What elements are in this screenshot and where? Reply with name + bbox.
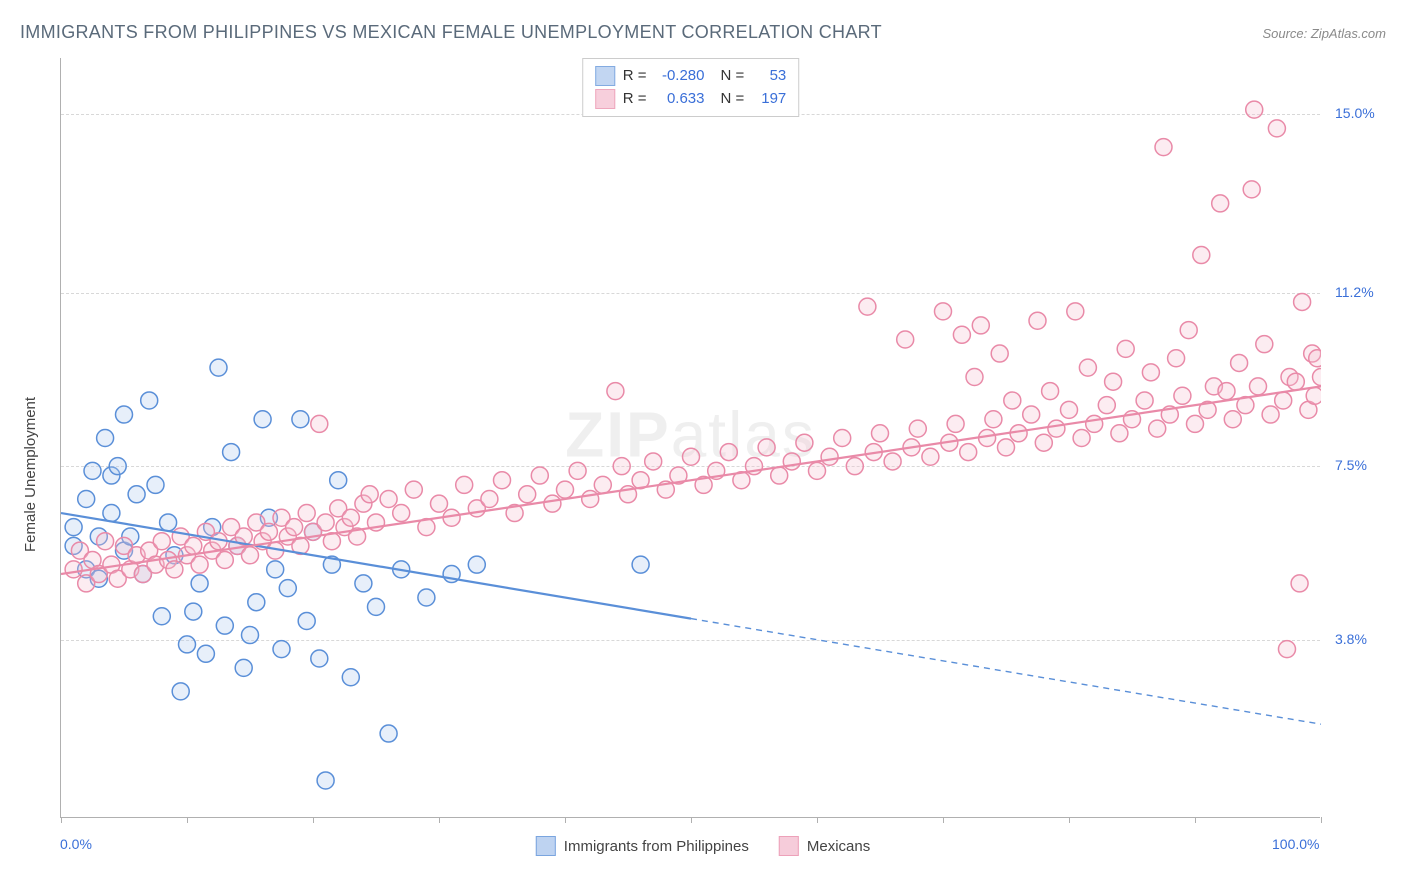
regression-line-extrapolated bbox=[691, 619, 1321, 725]
legend-row: R = -0.280 N = 53 bbox=[595, 65, 787, 88]
legend-series-name: Mexicans bbox=[807, 838, 870, 855]
legend-swatch bbox=[536, 836, 556, 856]
x-tick-label: 100.0% bbox=[1272, 836, 1319, 852]
chart-title: IMMIGRANTS FROM PHILIPPINES VS MEXICAN F… bbox=[20, 22, 882, 43]
legend-r-value: 0.633 bbox=[655, 88, 705, 111]
y-tick-label: 11.2% bbox=[1335, 284, 1374, 300]
legend-n-value: 53 bbox=[752, 65, 786, 88]
legend-item: Immigrants from Philippines bbox=[536, 836, 749, 856]
legend-r-label: R = bbox=[623, 65, 647, 88]
legend-series-name: Immigrants from Philippines bbox=[564, 838, 749, 855]
x-tick-mark bbox=[1321, 817, 1322, 823]
legend-row: R = 0.633 N = 197 bbox=[595, 88, 787, 111]
legend-n-label: N = bbox=[721, 65, 745, 88]
legend-r-value: -0.280 bbox=[655, 65, 705, 88]
source-prefix: Source: bbox=[1262, 26, 1310, 41]
source-name: ZipAtlas.com bbox=[1311, 26, 1386, 41]
y-tick-label: 15.0% bbox=[1335, 105, 1375, 121]
legend-swatch bbox=[595, 89, 615, 109]
legend-r-label: R = bbox=[623, 88, 647, 111]
x-tick-label: 0.0% bbox=[60, 836, 92, 852]
y-axis-label: Female Unemployment bbox=[22, 397, 39, 552]
regression-line bbox=[61, 513, 691, 619]
legend-swatch bbox=[779, 836, 799, 856]
legend-n-label: N = bbox=[721, 88, 745, 111]
regression-lines-layer bbox=[61, 58, 1321, 818]
legend-item: Mexicans bbox=[779, 836, 870, 856]
legend-n-value: 197 bbox=[752, 88, 786, 111]
plot-area: ZIPatlas R =-0.280N =53R =0.633N =197 3.… bbox=[60, 58, 1320, 818]
series-legend: Immigrants from Philippines Mexicans bbox=[536, 836, 870, 856]
regression-line bbox=[61, 386, 1321, 574]
y-tick-label: 3.8% bbox=[1335, 631, 1367, 647]
y-tick-label: 7.5% bbox=[1335, 457, 1367, 473]
source-attribution: Source: ZipAtlas.com bbox=[1262, 26, 1386, 41]
legend-swatch bbox=[595, 66, 615, 86]
correlation-legend: R = -0.280 N = 53 R = 0.633 N = 197 bbox=[582, 58, 800, 117]
